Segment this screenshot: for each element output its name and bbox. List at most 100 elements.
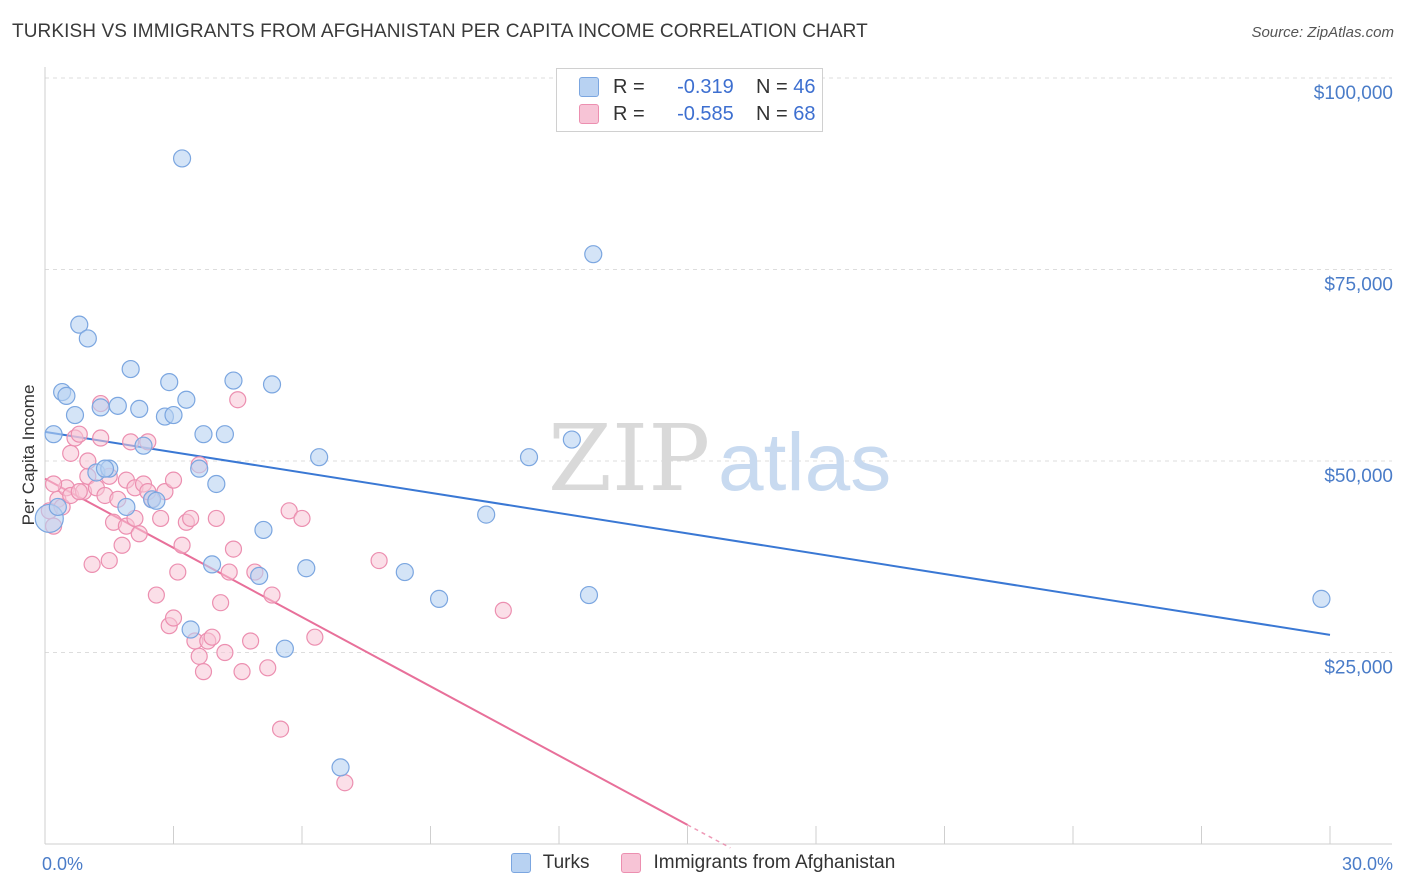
- afghanistan-point: [216, 643, 234, 662]
- turks-point: [194, 425, 213, 444]
- turks-point: [134, 436, 153, 455]
- afghanistan-point: [169, 563, 187, 581]
- turks-point: [395, 562, 414, 582]
- turks-point: [215, 425, 234, 444]
- turks-point: [579, 585, 599, 605]
- afghanistan-point: [70, 483, 88, 501]
- n-label: N =: [756, 102, 788, 125]
- afghanistan-point: [271, 720, 290, 738]
- turks-point: [95, 459, 115, 478]
- n-label: N =: [756, 75, 788, 98]
- turks-point: [147, 491, 166, 510]
- turks-point: [160, 373, 179, 392]
- trend-line-turks: [44, 430, 1331, 636]
- afghanistan-point: [280, 502, 298, 520]
- turks-point: [275, 639, 294, 658]
- turks-point: [584, 245, 603, 264]
- turks-point: [108, 396, 127, 415]
- turks-point: [164, 405, 183, 425]
- turks-point: [190, 459, 209, 478]
- turks-point: [177, 390, 196, 409]
- turks-point: [429, 589, 449, 608]
- afghanistan-point: [70, 425, 88, 443]
- turks-point: [65, 405, 85, 425]
- afghanistan-point: [242, 632, 260, 650]
- afghanistan-point: [229, 391, 247, 409]
- turks-point: [78, 329, 97, 348]
- stats-legend-row-afghanistan: R = -0.585 N = 68: [579, 102, 816, 126]
- r-value: -0.319: [677, 75, 734, 98]
- afghanistan-point: [259, 659, 277, 677]
- n-value: 46: [793, 75, 816, 98]
- afghanistan-point: [173, 536, 191, 554]
- trend-line-afghanistan-extension: [687, 824, 731, 849]
- x-tick-label-min: 0.0%: [42, 854, 83, 874]
- turks-point: [181, 620, 200, 639]
- stats-legend: R = -0.319 N = 46 R = -0.585 N = 68: [556, 68, 823, 132]
- tick-labels: $25,000 $50,000 $75,000 $100,000 0.0% 30.0% Pe…: [19, 83, 1393, 874]
- turks-point: [57, 386, 76, 405]
- afghanistan-point: [263, 586, 281, 604]
- turks-point: [331, 758, 350, 777]
- turks-point: [262, 375, 282, 394]
- axes: [44, 67, 1392, 845]
- watermark: ZIP atlas: [548, 405, 891, 512]
- afghanistan-point: [207, 509, 225, 528]
- afghanistan-point: [182, 509, 200, 528]
- x-tick-label-max: 30.0%: [1342, 854, 1393, 874]
- n-value: 68: [793, 102, 816, 125]
- turks-point: [202, 555, 222, 574]
- y-tick-label: $25,000: [1324, 658, 1393, 679]
- afghanistan-point: [62, 444, 80, 462]
- turks-point: [254, 520, 273, 540]
- turks-point: [519, 448, 539, 467]
- afghanistan-point: [152, 509, 170, 528]
- y-axis-label: Per Capita Income: [19, 385, 38, 526]
- legend-label-turks: Turks: [542, 852, 590, 873]
- turks-point: [44, 425, 63, 444]
- y-tick-label: $50,000: [1324, 466, 1393, 487]
- turks-point: [130, 399, 149, 419]
- turks-point: [1312, 589, 1331, 608]
- gridlines: [45, 77, 1392, 653]
- stats-legend-row-turks: R = -0.319 N = 46: [579, 75, 816, 99]
- afghanistan-point: [233, 663, 251, 681]
- afghanistan-point: [293, 509, 311, 528]
- trend-lines: [44, 430, 1331, 849]
- afghanistan-point: [190, 647, 208, 665]
- y-tick-label: $75,000: [1324, 275, 1393, 296]
- source-label: Source: ZipAtlas.com: [1251, 24, 1394, 41]
- turks-point: [48, 497, 67, 517]
- afghanistan-point: [194, 663, 213, 681]
- turks-point: [224, 371, 243, 390]
- trend-line-afghanistan: [44, 477, 688, 826]
- legend-item-turks[interactable]: Turks: [510, 852, 590, 874]
- series-legend: Turks Immigrants from Afghanistan: [0, 852, 1406, 874]
- afghanistan-point: [370, 551, 388, 570]
- turks-swatch: [579, 77, 599, 97]
- afghanistan-point: [224, 540, 243, 558]
- turks-point: [70, 315, 89, 334]
- turks-point: [310, 448, 329, 467]
- legend-item-afghanistan[interactable]: Immigrants from Afghanistan: [621, 852, 895, 874]
- afghanistan-point: [92, 429, 110, 447]
- legend-label-afghanistan: Immigrants from Afghanistan: [653, 852, 896, 873]
- turks-point: [121, 359, 140, 379]
- turks-swatch: [510, 853, 531, 873]
- r-value: -0.585: [677, 102, 734, 125]
- afghanistan-point: [164, 471, 183, 489]
- afghanistan-point: [494, 601, 512, 619]
- turks-point: [207, 474, 226, 494]
- afghanistan-point: [113, 536, 131, 554]
- turks-point: [297, 559, 316, 578]
- watermark-atlas: atlas: [718, 417, 891, 508]
- afghanistan-point: [306, 628, 324, 646]
- turks-point: [117, 497, 136, 517]
- afghanistan-swatch: [621, 853, 642, 873]
- series-turks-points: [34, 149, 1331, 777]
- afghanistan-point: [130, 525, 148, 543]
- turks-point: [91, 398, 110, 417]
- chart-title: TURKISH VS IMMIGRANTS FROM AFGHANISTAN P…: [12, 21, 868, 42]
- afghanistan-point: [100, 551, 118, 570]
- afghanistan-point: [212, 594, 230, 612]
